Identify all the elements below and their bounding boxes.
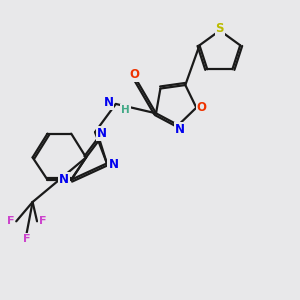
- Text: H: H: [121, 105, 130, 115]
- Text: N: N: [108, 158, 118, 171]
- Text: F: F: [23, 234, 30, 244]
- Text: N: N: [97, 127, 107, 140]
- Text: F: F: [39, 216, 47, 226]
- Text: S: S: [216, 22, 224, 35]
- Text: N: N: [175, 123, 185, 136]
- Text: N: N: [103, 96, 113, 109]
- Text: F: F: [7, 216, 14, 226]
- Text: N: N: [59, 173, 69, 186]
- Text: O: O: [197, 101, 207, 114]
- Text: O: O: [129, 68, 139, 81]
